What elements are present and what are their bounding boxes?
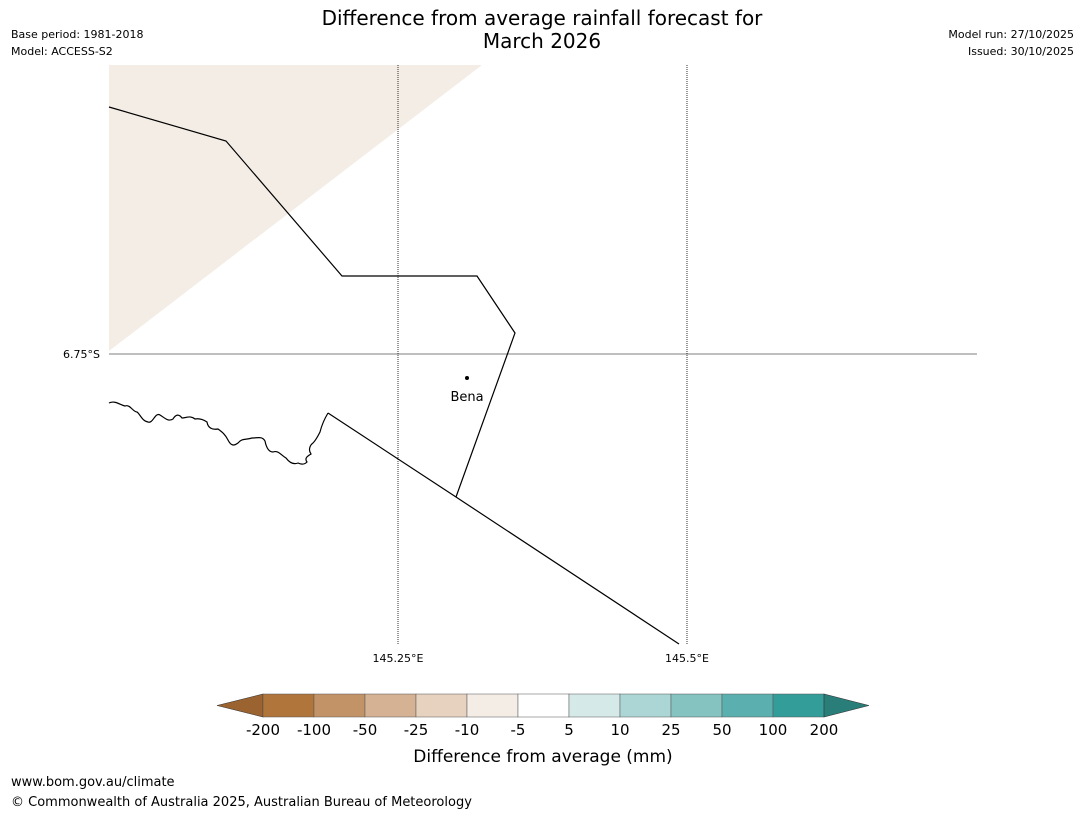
colorbar-tick-label: -10 xyxy=(455,721,480,739)
colorbar-bin-4 xyxy=(466,693,519,718)
colorbar-tick-label: 25 xyxy=(661,721,680,739)
town-label-bena: Bena xyxy=(450,390,483,405)
colorbar-bin-0 xyxy=(262,693,315,718)
colorbar-tick-label: -100 xyxy=(297,721,331,739)
town-marker-bena xyxy=(465,376,469,380)
colorbar-extend-high xyxy=(823,693,870,718)
lat-label-6-75s: 6.75°S xyxy=(63,348,100,361)
colorbar-tick-label: -50 xyxy=(353,721,378,739)
model-name: Model: ACCESS-S2 xyxy=(11,45,113,58)
colorbar-bin-2 xyxy=(364,693,417,718)
colorbar-tick-label: 10 xyxy=(610,721,629,739)
lon-label-145-25e: 145.25°E xyxy=(373,652,424,665)
forecast-tint-area xyxy=(109,65,482,351)
issued-date: Issued: 30/10/2025 xyxy=(967,45,1074,58)
footer-copyright: © Commonwealth of Australia 2025, Austra… xyxy=(11,795,472,810)
colorbar-bin-6 xyxy=(568,693,621,718)
colorbar-label: Difference from average (mm) xyxy=(413,747,672,767)
base-period: Base period: 1981-2018 xyxy=(11,28,144,41)
chart-title: Difference from average rainfall forecas… xyxy=(242,7,842,53)
lon-label-145-5e: 145.5°E xyxy=(665,652,709,665)
colorbar-tick-label: -25 xyxy=(404,721,429,739)
colorbar-bin-10 xyxy=(772,693,825,718)
colorbar-tick-label: 5 xyxy=(564,721,574,739)
colorbar-tick-label: 100 xyxy=(759,721,788,739)
province-boundary-north xyxy=(108,106,516,498)
colorbar-bin-5 xyxy=(517,693,570,718)
meta-right: Model run: 27/10/2025 Issued: 30/10/2025 xyxy=(948,26,1074,60)
coastline xyxy=(108,401,329,465)
model-run: Model run: 27/10/2025 xyxy=(948,28,1074,41)
colorbar-tick-label: 50 xyxy=(712,721,731,739)
colorbar-tick-label: -200 xyxy=(246,721,280,739)
colorbar-bin-9 xyxy=(721,693,774,718)
colorbar-extend-low xyxy=(216,693,264,718)
colorbar-bin-3 xyxy=(415,693,468,718)
colorbar-tick-label: 200 xyxy=(810,721,839,739)
province-boundary-south xyxy=(327,412,680,645)
footer-url[interactable]: www.bom.gov.au/climate xyxy=(11,775,175,790)
colorbar-bin-1 xyxy=(313,693,366,718)
title-line-2: March 2026 xyxy=(482,29,602,53)
meta-left: Base period: 1981-2018 Model: ACCESS-S2 xyxy=(11,26,143,60)
colorbar-bin-7 xyxy=(619,693,672,718)
title-line-1: Difference from average rainfall forecas… xyxy=(321,6,763,30)
colorbar-bin-8 xyxy=(670,693,723,718)
colorbar-tick-label: -5 xyxy=(511,721,526,739)
colorbar: -200 -100 -50 -25 -10 -5 5 10 25 50 100 200 xyxy=(216,693,870,739)
